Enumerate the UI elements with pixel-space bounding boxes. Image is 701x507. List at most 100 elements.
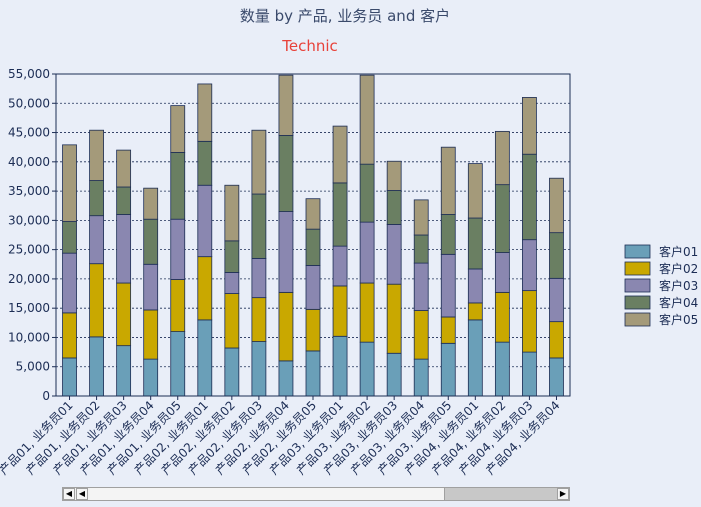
bar-segment <box>224 240 240 273</box>
legend-label: 客户01 <box>659 244 698 259</box>
bar-segment <box>89 215 104 265</box>
legend-label: 客户03 <box>659 278 698 293</box>
bar-segment <box>197 184 213 258</box>
bar-segment <box>440 146 456 215</box>
y-tick-label: 35,000 <box>8 184 50 198</box>
bar-segment <box>251 341 267 397</box>
y-tick-label: 50,000 <box>8 96 50 110</box>
legend-label: 客户05 <box>659 312 698 327</box>
bar-segment <box>224 293 240 349</box>
legend-swatch <box>624 312 651 327</box>
bar-segment <box>549 357 564 397</box>
bar-segment <box>251 297 267 342</box>
bar-segment <box>494 291 510 343</box>
bar-segment <box>332 335 348 397</box>
scroll-first-icon[interactable]: ◀ <box>63 488 75 500</box>
bar-segment <box>413 310 429 360</box>
bar-segment <box>549 277 564 323</box>
bar-segment <box>251 258 267 299</box>
bar-segment <box>359 163 375 223</box>
bar-segment <box>143 187 159 220</box>
bar-segment <box>359 221 375 284</box>
bar-segment <box>305 228 321 266</box>
bar-segment <box>413 358 429 397</box>
legend-swatch <box>624 295 651 310</box>
bar-segment <box>494 130 510 186</box>
bar-segment <box>440 253 456 318</box>
bar-segment <box>116 149 132 188</box>
y-tick-label: 0 <box>42 389 50 403</box>
bar-segment <box>522 97 537 155</box>
bar-segment <box>305 265 321 310</box>
bar-segment <box>413 262 429 311</box>
bar-segment <box>62 252 77 314</box>
chart-title: 数量 by 产品, 业务员 and 客户 <box>240 7 450 25</box>
bar-segment <box>89 129 104 181</box>
bar-segment <box>549 321 564 359</box>
bar-segment <box>359 74 375 165</box>
bar-segment <box>170 105 186 153</box>
legend-swatch <box>624 261 651 276</box>
legend-label: 客户04 <box>659 295 698 310</box>
bar-segment <box>278 74 294 136</box>
bar-segment <box>494 341 510 397</box>
bars <box>62 74 564 397</box>
bar-segment <box>116 345 132 397</box>
bar-segment <box>278 360 294 397</box>
scroll-left-icon[interactable]: ◀ <box>76 488 88 500</box>
bar-segment <box>251 193 267 259</box>
bar-segment <box>440 316 456 344</box>
bar-segment <box>467 268 483 304</box>
bar-segment <box>332 182 348 247</box>
bar-segment <box>197 319 213 397</box>
legend-swatch <box>624 244 651 259</box>
bar-segment <box>549 177 564 234</box>
chart-subtitle: Technic <box>281 37 338 55</box>
y-tick-label: 30,000 <box>8 213 50 227</box>
bar-segment <box>278 211 294 293</box>
scroll-thumb[interactable] <box>444 488 567 500</box>
y-tick-label: 10,000 <box>8 330 50 344</box>
bar-segment <box>332 245 348 287</box>
bar-segment <box>224 272 240 294</box>
horizontal-scrollbar[interactable]: ◀ ◀ ▶ <box>62 487 570 501</box>
bar-segment <box>413 234 429 264</box>
axes <box>52 73 571 400</box>
bar-segment <box>522 153 537 241</box>
bar-segment <box>197 256 213 321</box>
bar-segment <box>116 214 132 284</box>
bar-segment <box>386 190 402 225</box>
bar-segment <box>305 308 321 352</box>
bar-segment <box>170 152 186 220</box>
bar-segment <box>170 331 186 397</box>
bar-segment <box>386 160 402 191</box>
bar-segment <box>278 135 294 212</box>
bar-segment <box>251 129 267 195</box>
scroll-right-icon[interactable]: ▶ <box>557 488 569 500</box>
bar-segment <box>170 218 186 280</box>
bar-segment <box>62 221 77 254</box>
y-tick-label: 40,000 <box>8 155 50 169</box>
bar-segment <box>467 163 483 219</box>
bar-segment <box>332 285 348 337</box>
scroll-track[interactable] <box>90 488 567 500</box>
bar-segment <box>170 279 186 332</box>
y-tick-label: 5,000 <box>16 360 50 374</box>
bar-segment <box>143 218 159 265</box>
y-tick-label: 55,000 <box>8 67 50 81</box>
bar-segment <box>197 83 213 142</box>
bar-segment <box>467 319 483 397</box>
bar-segment <box>305 198 321 230</box>
bar-segment <box>278 291 294 362</box>
bar-segment <box>143 309 159 360</box>
bar-segment <box>386 224 402 285</box>
bar-segment <box>89 263 104 338</box>
y-tick-label: 20,000 <box>8 272 50 286</box>
y-tick-label: 15,000 <box>8 301 50 315</box>
bar-segment <box>359 341 375 397</box>
y-tick-label: 45,000 <box>8 126 50 140</box>
bar-segment <box>440 342 456 397</box>
bar-segment <box>386 283 402 354</box>
